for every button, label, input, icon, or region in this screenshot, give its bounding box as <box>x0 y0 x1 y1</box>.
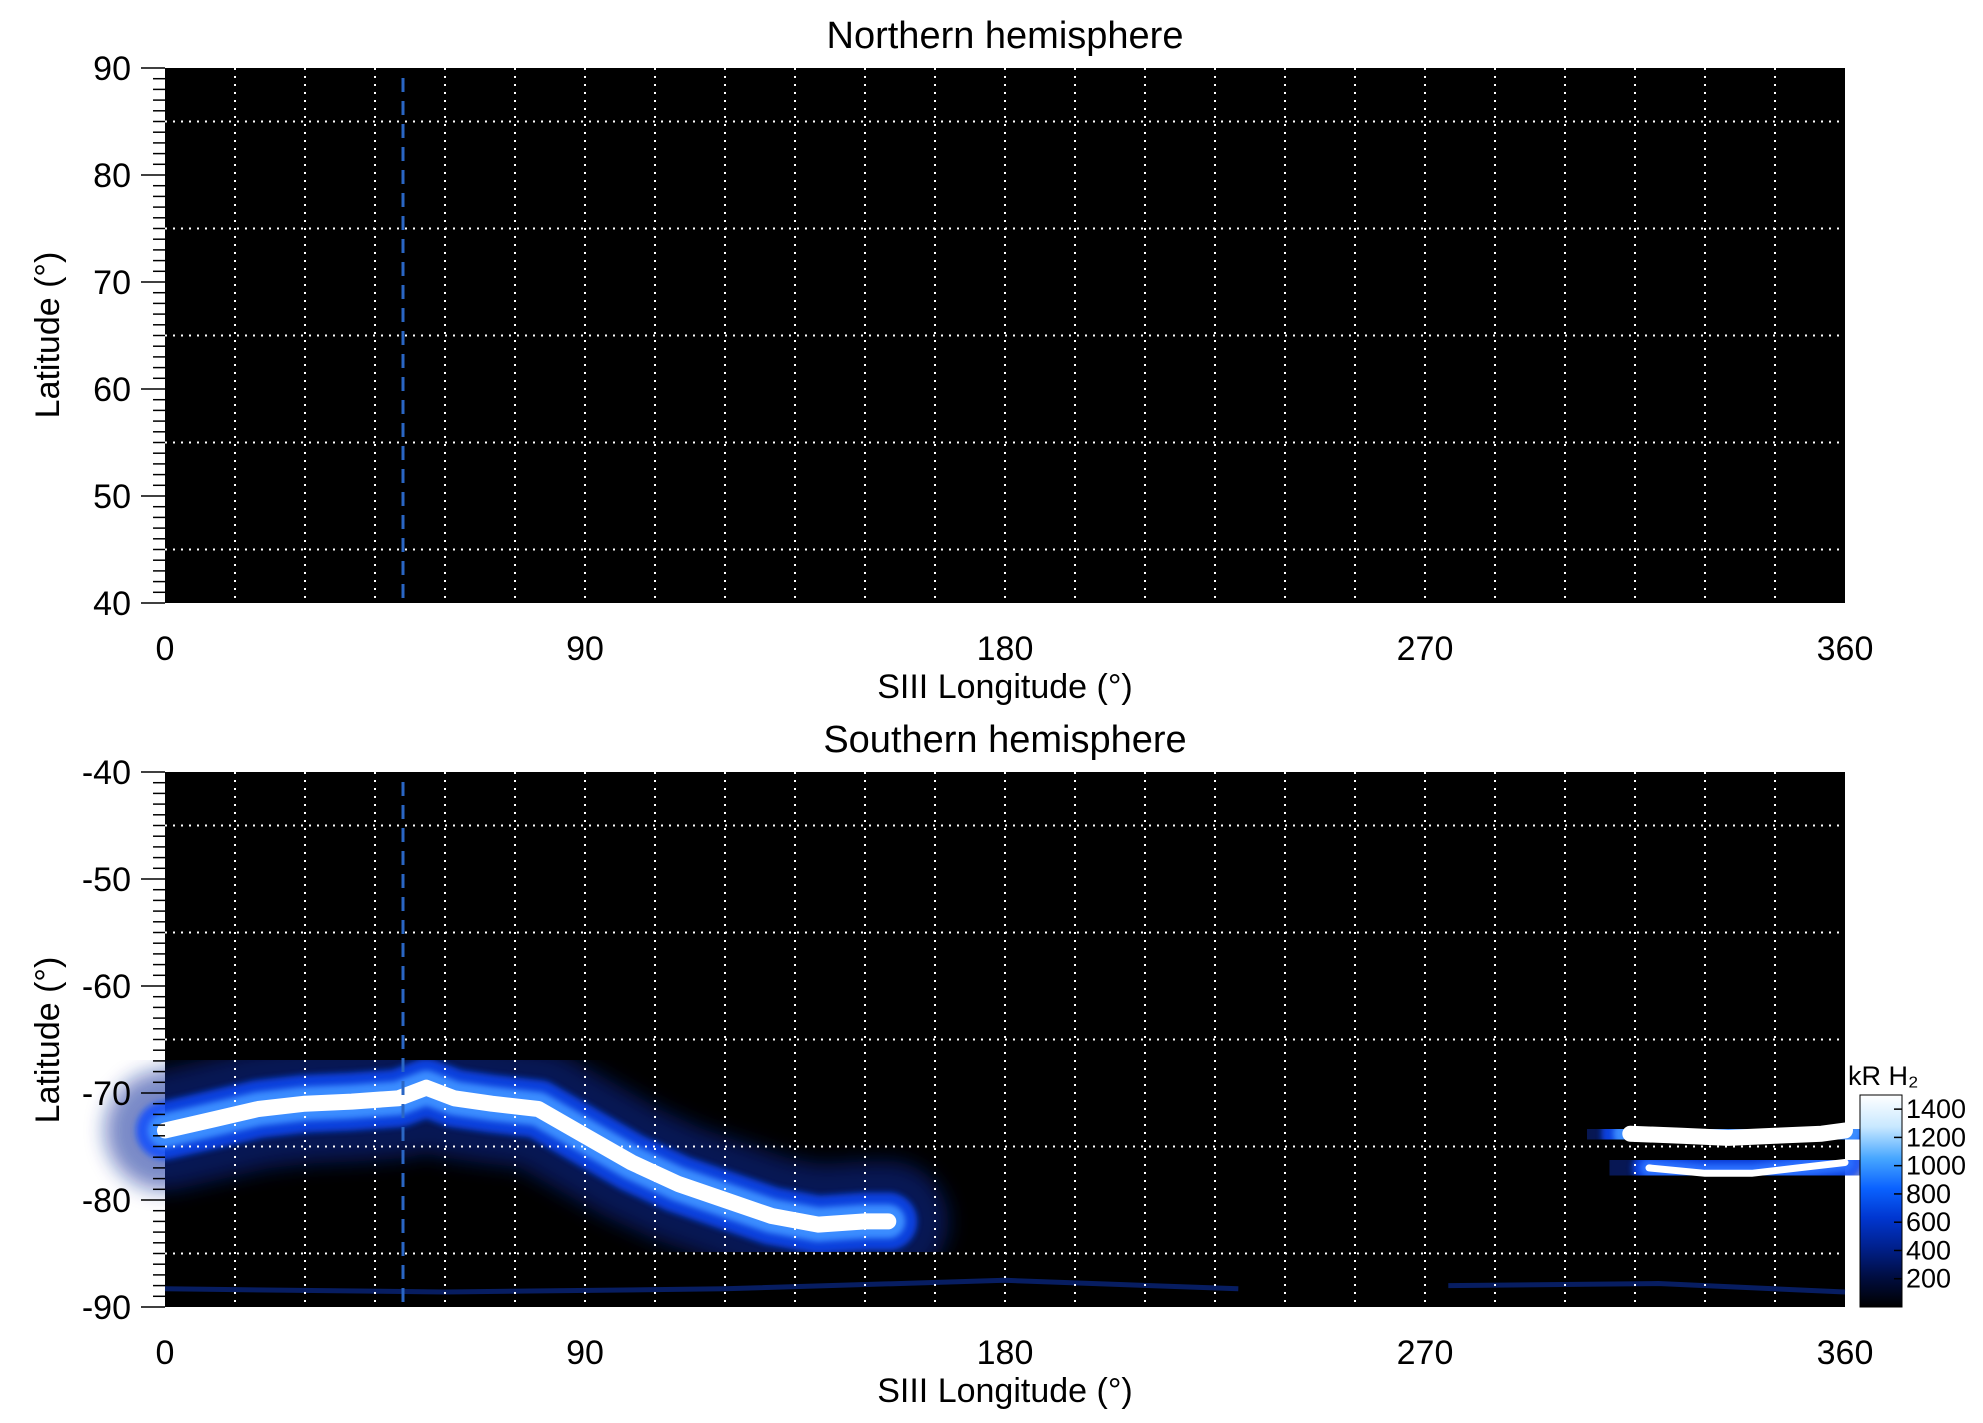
north-y-ticks: 90 80 70 60 50 40 <box>93 50 165 623</box>
x-tick-label: 180 <box>977 1334 1034 1372</box>
y-tick-label: -80 <box>82 1182 131 1220</box>
x-tick-label: 270 <box>1397 630 1454 668</box>
y-tick-label: 80 <box>93 157 131 195</box>
y-tick-label: 60 <box>93 371 131 409</box>
emission-band-core <box>1622 1122 1853 1146</box>
x-tick-label: 270 <box>1397 1334 1454 1372</box>
y-tick-label: -90 <box>82 1289 131 1327</box>
y-tick-label: -70 <box>82 1075 131 1113</box>
south-x-label: SIII Longitude (°) <box>877 1372 1133 1410</box>
emission-band-core <box>1645 1159 1849 1177</box>
south-x-ticks: 0 90 180 270 360 <box>156 1334 1874 1372</box>
south-y-label: Latitude (°) <box>29 957 67 1124</box>
y-tick-label: 90 <box>93 50 131 88</box>
y-tick-label: -40 <box>82 754 131 792</box>
north-panel: Northern hemisphere 90 80 70 60 50 40 0 90 180 2… <box>29 15 1873 706</box>
x-tick-label: 180 <box>977 630 1034 668</box>
colorbar-tick-label: 200 <box>1906 1264 1951 1294</box>
south-title: Southern hemisphere <box>823 719 1186 761</box>
colorbar-label: kR H₂ <box>1848 1061 1918 1091</box>
north-title: Northern hemisphere <box>827 15 1184 57</box>
colorbar-tick-label: 400 <box>1906 1235 1951 1265</box>
emission-polar-arc <box>164 1277 1239 1295</box>
colorbar-tick-label: 1400 <box>1906 1094 1966 1124</box>
y-tick-label: -50 <box>82 861 131 899</box>
colorbar-tick-label: 600 <box>1906 1207 1951 1237</box>
x-tick-label: 0 <box>156 1334 175 1372</box>
x-tick-label: 90 <box>566 630 604 668</box>
x-tick-label: 90 <box>566 1334 604 1372</box>
y-tick-label: -60 <box>82 968 131 1006</box>
north-y-label: Latitude (°) <box>29 252 67 419</box>
x-tick-label: 0 <box>156 630 175 668</box>
north-x-ticks: 0 90 180 270 360 <box>156 630 1874 668</box>
colorbar-gradient <box>1859 1094 1903 1308</box>
north-grid <box>165 68 1845 603</box>
emission-polar-arc <box>1448 1280 1846 1295</box>
colorbar-tick-label: 1000 <box>1906 1151 1966 1181</box>
south-emission <box>136 1058 1874 1254</box>
y-tick-label: 40 <box>93 585 131 623</box>
emission-band-core <box>157 1079 897 1233</box>
x-tick-label: 360 <box>1817 630 1874 668</box>
colorbar-tick-label: 1200 <box>1906 1122 1966 1152</box>
south-y-ticks: -40 -50 -60 -70 -80 -90 <box>82 754 165 1327</box>
x-tick-label: 360 <box>1817 1334 1874 1372</box>
south-grid <box>165 772 1845 1307</box>
north-x-label: SIII Longitude (°) <box>877 668 1133 706</box>
colorbar-tick-label: 800 <box>1906 1179 1951 1209</box>
south-panel: Southern hemisphere -40 -50 -60 -70 -80 -90 0… <box>29 719 1905 1410</box>
y-tick-label: 50 <box>93 478 131 516</box>
y-tick-label: 70 <box>93 264 131 302</box>
